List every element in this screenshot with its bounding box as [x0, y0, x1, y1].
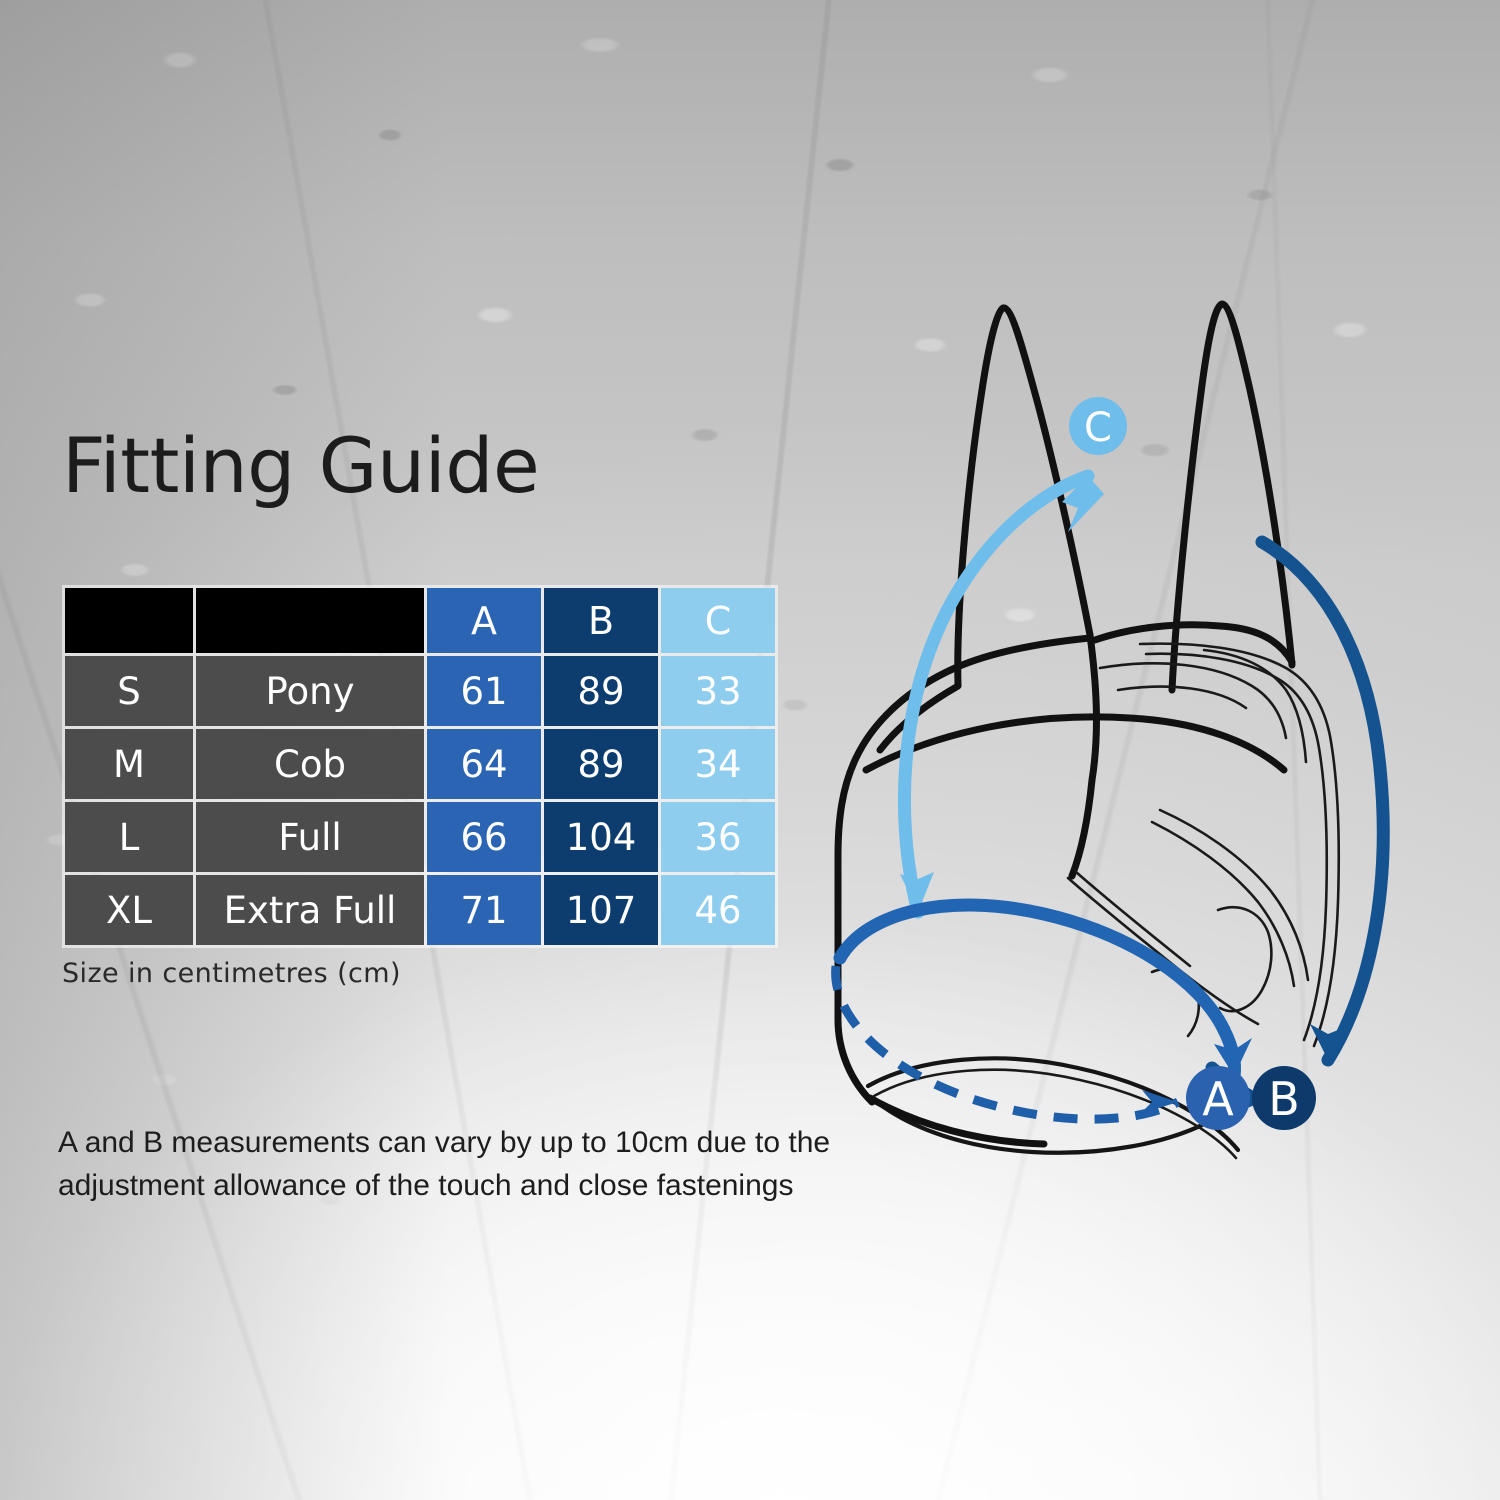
cell-size: XL [65, 875, 193, 945]
badge-b: B [1252, 1066, 1316, 1130]
fly-mask-diagram: C A B [800, 250, 1440, 1160]
header-blank-name [196, 588, 424, 653]
cell-b: 89 [544, 656, 658, 726]
mask-side-panel-detail [1066, 642, 1341, 1048]
badge-a: A [1186, 1066, 1250, 1130]
table-row: XL Extra Full 71 107 46 [65, 875, 775, 945]
badge-a-label: A [1202, 1072, 1234, 1126]
cell-name: Extra Full [196, 875, 424, 945]
cell-name: Pony [196, 656, 424, 726]
cell-b: 104 [544, 802, 658, 872]
cell-b: 89 [544, 729, 658, 799]
cell-a: 71 [427, 875, 541, 945]
cell-c: 36 [661, 802, 775, 872]
header-column-a: A [427, 588, 541, 653]
badge-c-label: C [1084, 405, 1112, 451]
size-chart-table: A B C S Pony 61 89 33 M Cob 64 89 34 L F… [62, 585, 778, 948]
mask-body-outline [834, 621, 1296, 1155]
cell-name: Cob [196, 729, 424, 799]
measure-a-arrowhead-down [1214, 1038, 1252, 1076]
table-header-row: A B C [65, 588, 775, 653]
cell-c: 33 [661, 656, 775, 726]
table-row: S Pony 61 89 33 [65, 656, 775, 726]
table-row: M Cob 64 89 34 [65, 729, 775, 799]
measure-b-arrowhead [1310, 1024, 1348, 1060]
measure-a-arrowhead [1140, 1090, 1178, 1114]
cell-size: L [65, 802, 193, 872]
cell-c: 34 [661, 729, 775, 799]
header-column-b: B [544, 588, 658, 653]
cell-size: M [65, 729, 193, 799]
badge-c: C [1069, 397, 1127, 455]
cell-a: 61 [427, 656, 541, 726]
table-units-note: Size in centimetres (cm) [62, 958, 401, 989]
measurement-b-arc [1255, 535, 1390, 1067]
cell-a: 64 [427, 729, 541, 799]
badge-b-label: B [1268, 1072, 1300, 1126]
cell-name: Full [196, 802, 424, 872]
measure-c-arrowhead-top [1062, 476, 1104, 532]
header-blank-size [65, 588, 193, 653]
measure-c-arrowhead-bottom [900, 872, 934, 912]
disclaimer-text: A and B measurements can vary by up to 1… [58, 1126, 831, 1202]
cell-b: 107 [544, 875, 658, 945]
page-title: Fitting Guide [62, 421, 540, 510]
cell-size: S [65, 656, 193, 726]
mask-muzzle-rim [865, 1056, 1241, 1160]
cell-c: 46 [661, 875, 775, 945]
cell-a: 66 [427, 802, 541, 872]
table-row: L Full 66 104 36 [65, 802, 775, 872]
measurement-c-arrow [898, 469, 1104, 919]
header-column-c: C [661, 588, 775, 653]
